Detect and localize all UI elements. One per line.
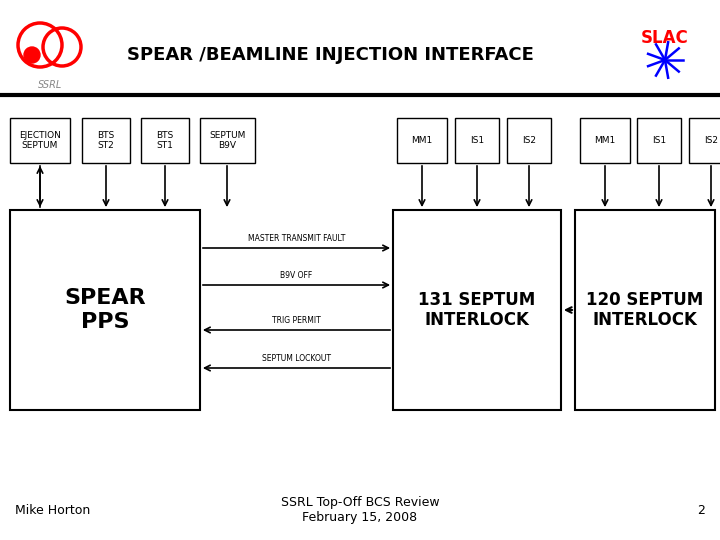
Circle shape (24, 47, 40, 63)
Text: SEPTUM LOCKOUT: SEPTUM LOCKOUT (262, 354, 331, 363)
Text: IS2: IS2 (522, 136, 536, 145)
Text: IS1: IS1 (470, 136, 484, 145)
Text: TRIG PERMIT: TRIG PERMIT (272, 316, 321, 325)
Bar (689, 118, 720, 163)
Text: BTS
ST1: BTS ST1 (156, 131, 174, 150)
Bar (637, 118, 681, 163)
Text: 120 SEPTUM
INTERLOCK: 120 SEPTUM INTERLOCK (586, 291, 703, 329)
Text: Mike Horton: Mike Horton (15, 503, 90, 516)
Text: SSRL Top-Off BCS Review
February 15, 2008: SSRL Top-Off BCS Review February 15, 200… (281, 496, 439, 524)
Text: MM1: MM1 (595, 136, 616, 145)
Bar (393, 210, 561, 410)
Text: SPEAR
PPS: SPEAR PPS (64, 288, 146, 332)
Bar (10, 210, 200, 410)
Bar (200, 118, 255, 163)
Text: SEPTUM
B9V: SEPTUM B9V (210, 131, 246, 150)
Bar (507, 118, 551, 163)
Text: IS2: IS2 (704, 136, 718, 145)
Bar (10, 118, 70, 163)
Text: MM1: MM1 (411, 136, 433, 145)
Bar (580, 118, 630, 163)
Bar (575, 210, 715, 410)
Bar (397, 118, 447, 163)
Bar (141, 118, 189, 163)
Text: SSRL: SSRL (38, 80, 62, 90)
Text: SPEAR /BEAMLINE INJECTION INTERFACE: SPEAR /BEAMLINE INJECTION INTERFACE (127, 46, 534, 64)
Bar (455, 118, 499, 163)
Text: SLAC: SLAC (641, 29, 689, 47)
Text: BTS
ST2: BTS ST2 (97, 131, 114, 150)
Text: EJECTION
SEPTUM: EJECTION SEPTUM (19, 131, 61, 150)
Bar (82, 118, 130, 163)
Text: IS1: IS1 (652, 136, 666, 145)
Text: MASTER TRANSMIT FAULT: MASTER TRANSMIT FAULT (248, 234, 345, 243)
Text: B9V OFF: B9V OFF (280, 271, 312, 280)
Text: 131 SEPTUM
INTERLOCK: 131 SEPTUM INTERLOCK (418, 291, 536, 329)
Text: 2: 2 (697, 503, 705, 516)
